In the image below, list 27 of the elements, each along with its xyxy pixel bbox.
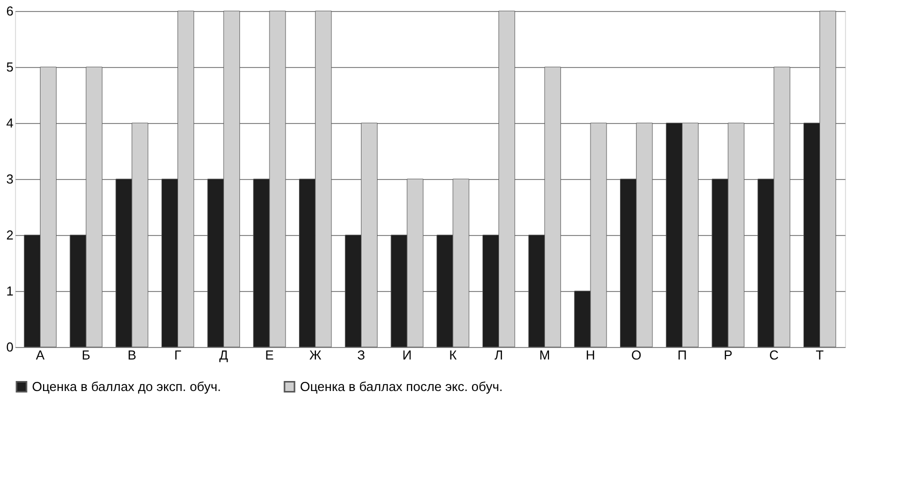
x-tick-label: В (128, 348, 136, 362)
x-tick-label: А (36, 348, 45, 362)
x-tick-label: П (678, 348, 687, 362)
x-tick-label: Т (816, 348, 824, 362)
legend-label: Оценка в баллах после экс. обуч. (300, 378, 503, 394)
y-tick-label: 3 (6, 172, 14, 186)
y-tick-label: 6 (6, 4, 14, 18)
y-tick-label: 0 (6, 340, 14, 354)
y-tick-label: 2 (6, 228, 14, 242)
y-tick-label: 1 (6, 284, 14, 298)
x-tick-label: С (769, 348, 779, 362)
x-tick-label: К (449, 348, 458, 362)
x-tick-label: З (357, 348, 366, 362)
x-tick-label: Д (219, 348, 228, 362)
x-tick-label: Н (586, 348, 596, 362)
x-tick-label: И (402, 348, 412, 362)
x-tick-label: М (539, 348, 550, 362)
x-tick-label: Л (494, 348, 504, 362)
legend-label: Оценка в баллах до эксп. обуч. (32, 378, 221, 394)
x-tick-label: Б (82, 348, 90, 362)
y-tick-label: 4 (6, 116, 14, 130)
x-tick-label: Г (174, 348, 182, 362)
x-tick-label: Р (724, 348, 732, 362)
x-tick-label: О (631, 348, 642, 362)
x-tick-label: Е (265, 348, 274, 362)
y-tick-label: 5 (6, 60, 14, 74)
x-tick-label: Ж (309, 348, 322, 362)
